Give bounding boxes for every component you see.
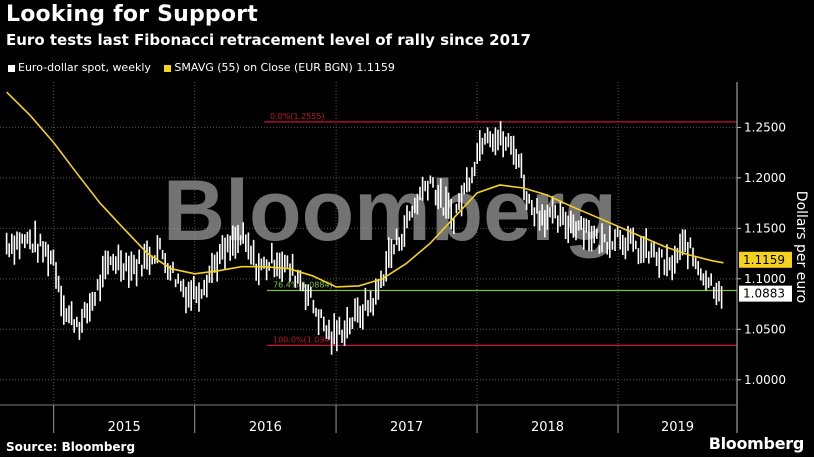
spot-bars: [5, 121, 723, 355]
legend-label-spot: Euro-dollar spot, weekly: [18, 61, 151, 74]
sma-line: [6, 91, 724, 288]
brand-logo: Bloomberg: [708, 434, 805, 453]
last-value-tag: [739, 285, 792, 302]
x-tick-label: 2016: [249, 420, 282, 435]
series-sma: [6, 91, 724, 288]
x-tick-label: 2017: [390, 420, 423, 435]
x-tick-label: 2015: [108, 420, 141, 435]
fib-label: 0.0%(1.2555): [270, 112, 325, 121]
chart-title: Looking for Support: [6, 2, 258, 27]
source-note: Source: Bloomberg: [6, 440, 136, 454]
x-tick-label: 2018: [531, 420, 564, 435]
last-value-label: 1.0883: [743, 287, 785, 301]
chart-subtitle: Euro tests last Fibonacci retracement le…: [6, 31, 531, 49]
y-axis-label: Dollars per euro: [793, 191, 809, 303]
y-axis: 1.0000 1.0500 1.1000 1.1500 1.2000 1.2500: [736, 82, 786, 433]
legend-label-sma: SMAVG (55) on Close (EUR BGN) 1.1159: [174, 61, 395, 74]
legend-swatch-sma: [164, 64, 172, 72]
x-tick-label: 2019: [661, 420, 694, 435]
y-tick-label: 1.0000: [744, 373, 786, 387]
y-tick-label: 1.0500: [744, 322, 786, 336]
y-tick-label: 1.2000: [744, 171, 786, 185]
fib-label: 100.0%(1.0341): [273, 335, 338, 344]
y-tick-label: 1.2500: [744, 120, 786, 134]
last-value-label: 1.1159: [743, 253, 785, 267]
legend: Euro-dollar spot, weekly SMAVG (55) on C…: [8, 61, 405, 74]
x-axis: 2015 2016 2017 2018 2019: [0, 404, 737, 435]
y-tick-label: 1.1000: [744, 272, 786, 286]
y-tick-label: 1.1500: [744, 221, 786, 235]
series-spot: [5, 121, 724, 355]
last-value-tag: [739, 251, 792, 268]
last-value-tags: 1.1159 1.0883: [739, 251, 792, 302]
legend-swatch-spot: [8, 64, 15, 72]
legend-item-spot: Euro-dollar spot, weekly: [8, 61, 154, 74]
legend-item-sma: SMAVG (55) on Close (EUR BGN) 1.1159: [164, 61, 395, 74]
watermark-text: Bloomberg: [163, 163, 617, 259]
